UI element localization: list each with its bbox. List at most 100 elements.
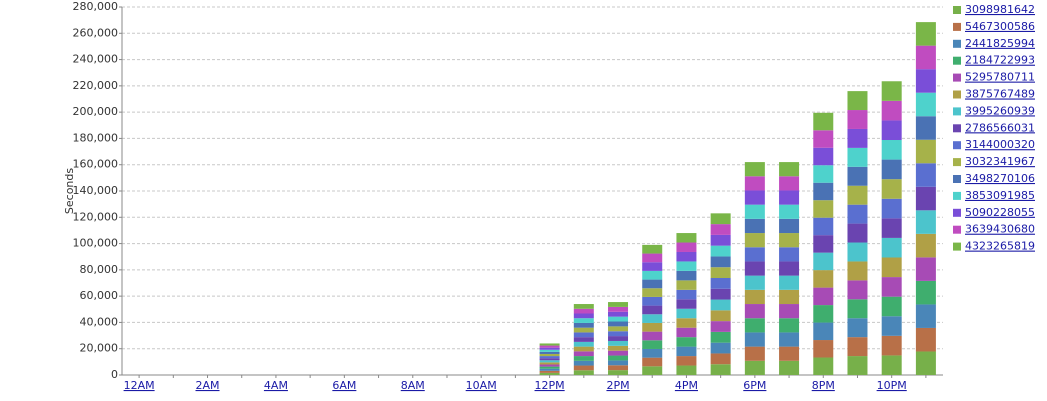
bar-segment — [573, 332, 594, 338]
bar-segment — [642, 366, 663, 375]
bar-segment — [539, 347, 560, 350]
bar-segment — [881, 159, 902, 180]
bar-segment — [642, 305, 663, 315]
bar-segment — [710, 321, 731, 332]
x-tick-label[interactable]: 10AM — [466, 379, 497, 392]
x-tick-label[interactable]: 10PM — [877, 379, 907, 392]
bar-segment — [539, 362, 560, 365]
bar-segment — [915, 327, 936, 352]
x-tick-label[interactable]: 2AM — [196, 379, 220, 392]
bar-segment — [847, 166, 868, 186]
bar-segment — [744, 176, 765, 191]
x-tick-label[interactable]: 12PM — [535, 379, 565, 392]
bar-segment — [779, 190, 800, 205]
legend-label[interactable]: 2786566031 — [965, 121, 1035, 134]
bar-segment — [573, 337, 594, 342]
bar-segment — [744, 190, 765, 205]
legend-label[interactable]: 4323265819 — [965, 240, 1035, 253]
bar-segment — [779, 261, 800, 276]
x-tick-label[interactable]: 8AM — [401, 379, 425, 392]
bar-segment — [573, 351, 594, 357]
bar-segment — [847, 110, 868, 129]
bar-segment — [642, 314, 663, 323]
bar-segment — [676, 299, 697, 309]
x-tick-label[interactable]: 12AM — [124, 379, 155, 392]
legend-swatch — [953, 39, 961, 48]
bar-segment — [539, 360, 560, 363]
bar-segment — [915, 210, 936, 234]
bar-segment — [881, 316, 902, 336]
bar-segment — [676, 356, 697, 366]
bar-segment — [539, 343, 560, 346]
legend-label[interactable]: 5467300586 — [965, 20, 1035, 33]
y-tick-label: 160,000 — [73, 158, 119, 171]
x-tick-label[interactable]: 4PM — [675, 379, 698, 392]
bar-segment — [710, 278, 731, 289]
bar-segment — [642, 331, 663, 341]
bar-segment — [608, 360, 629, 366]
bar-segment — [676, 318, 697, 328]
legend-swatch — [953, 158, 961, 167]
bar-segment — [813, 235, 834, 253]
bar-segment — [881, 296, 902, 317]
legend-label[interactable]: 3144000320 — [965, 138, 1035, 151]
x-tick-label[interactable]: 6AM — [332, 379, 356, 392]
bar-segment — [779, 247, 800, 262]
bar-segment — [573, 356, 594, 361]
bar-segment — [915, 351, 936, 375]
legend-label[interactable]: 3032341967 — [965, 155, 1035, 168]
bar-segment — [847, 91, 868, 111]
x-tick-label[interactable]: 6PM — [743, 379, 766, 392]
legend-label[interactable]: 2441825994 — [965, 37, 1035, 50]
legend-label[interactable]: 2184722993 — [965, 54, 1035, 67]
bar-segment — [915, 22, 936, 46]
y-tick-label: 180,000 — [73, 131, 119, 144]
legend-label[interactable]: 3995260939 — [965, 104, 1035, 117]
bar-segment — [779, 332, 800, 347]
bar-segment — [915, 116, 936, 140]
bar-segment — [710, 353, 731, 365]
bar-segment — [539, 358, 560, 361]
bar-segment — [608, 321, 629, 327]
bar-segment — [573, 308, 594, 314]
bar-segment — [813, 147, 834, 166]
bar-segment — [881, 120, 902, 141]
legend-label[interactable]: 3498270106 — [965, 172, 1035, 185]
bar-segment — [573, 304, 594, 309]
legend-swatch — [953, 242, 961, 251]
legend-label[interactable]: 3639430680 — [965, 223, 1035, 236]
legend-label[interactable]: 3875767489 — [965, 88, 1035, 101]
bar-segment — [881, 335, 902, 356]
bar-segment — [608, 316, 629, 322]
bar-segment — [642, 357, 663, 367]
bar-segment — [847, 337, 868, 357]
legend-label[interactable]: 3853091985 — [965, 189, 1035, 202]
bar-segment — [573, 365, 594, 371]
bar-segment — [676, 327, 697, 338]
y-tick-label: 40,000 — [80, 315, 119, 328]
legend-label[interactable]: 3098981642 — [965, 3, 1035, 16]
bar-segment — [710, 310, 731, 322]
x-tick-label[interactable]: 2PM — [606, 379, 629, 392]
legend-label[interactable]: 5295780711 — [965, 71, 1035, 84]
bar-segment — [915, 257, 936, 281]
bar-segment — [608, 336, 629, 341]
bar-segment — [813, 182, 834, 201]
bar-segment — [881, 140, 902, 160]
bar-segment — [847, 128, 868, 148]
bar-segment — [608, 350, 629, 356]
bar-segment — [813, 357, 834, 375]
legend-label[interactable]: 5090228055 — [965, 206, 1035, 219]
bar-segment — [744, 275, 765, 290]
bar-segment — [813, 270, 834, 288]
bar-segment — [573, 360, 594, 366]
bar-segment — [915, 280, 936, 305]
bar-segment — [573, 318, 594, 323]
bar-segment — [847, 261, 868, 281]
bar-segment — [608, 302, 629, 307]
bar-segment — [710, 331, 731, 343]
x-tick-label[interactable]: 8PM — [812, 379, 835, 392]
bar-segment — [779, 275, 800, 290]
x-tick-label[interactable]: 4AM — [264, 379, 288, 392]
bar-segment — [642, 253, 663, 263]
